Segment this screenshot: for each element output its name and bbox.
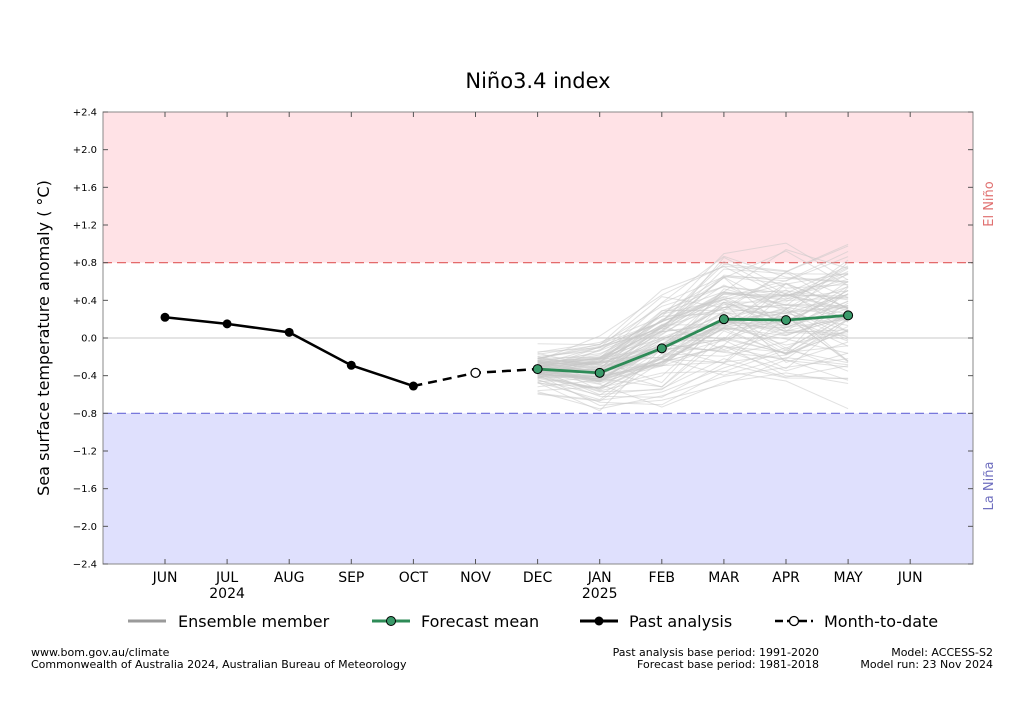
ensemble-member-line [537, 307, 849, 371]
forecast-mean-point [656, 343, 667, 354]
ensemble-member-line [537, 293, 849, 370]
y-axis-label: Sea surface temperature anomaly ( °C) [34, 180, 53, 496]
past-analysis-line [164, 316, 414, 388]
past-analysis-point [160, 312, 170, 322]
ensemble-member-line [537, 326, 849, 379]
x-tick-label: JAN [587, 570, 612, 586]
footer-copyright: Commonwealth of Australia 2024, Australi… [31, 658, 407, 671]
ensemble-member-line [537, 370, 849, 410]
y-tick-label: +1.2 [73, 221, 97, 232]
y-tick-label: 0.0 [81, 334, 97, 345]
month-to-date-point [470, 367, 481, 378]
legend-past-marker [594, 616, 604, 626]
legend-forecast-marker [386, 616, 396, 626]
x-tick-label: MAR [708, 570, 740, 586]
x-tick-label: JUL [215, 570, 238, 586]
chart-title: Niño3.4 index [465, 69, 610, 93]
y-tick-label: −2.0 [73, 522, 97, 533]
legend-mtd-label: Month-to-date [824, 612, 938, 631]
x-axis: JUN JUL AUG SEP OCT NOV DEC JAN FEB MAR APR MAY JUN 2… [152, 112, 923, 602]
x-tick-label: FEB [649, 570, 676, 586]
la-nina-label: La Niña [982, 462, 997, 511]
series-layer [160, 310, 854, 391]
legend-forecast-label: Forecast mean [421, 612, 539, 631]
legend-mtd-marker [788, 615, 800, 627]
footer-model: Model: ACCESS-S2 [891, 646, 993, 659]
x-tick-label: DEC [523, 570, 553, 586]
y-tick-label: −2.4 [73, 560, 97, 571]
ensemble-member-line [537, 306, 849, 389]
x-tick-label: OCT [399, 570, 429, 586]
ensemble-member-line [537, 293, 849, 377]
footer-forecast-base: Forecast base period: 1981-2018 [637, 658, 819, 671]
y-tick-label: −0.4 [73, 371, 97, 382]
forecast-mean-line [537, 314, 849, 375]
ensemble-member-line [537, 305, 849, 365]
y-tick-label: +1.6 [73, 183, 97, 194]
x-tick-label: SEP [338, 570, 364, 586]
ensemble-member-line [537, 358, 849, 396]
ensemble-member-line [537, 372, 849, 408]
y-tick-label: +0.4 [73, 296, 97, 307]
forecast-mean-point [843, 310, 854, 321]
past-analysis-point [346, 360, 356, 370]
legend-ensemble-label: Ensemble member [178, 612, 330, 631]
y-tick-label: +2.4 [73, 108, 97, 119]
ensemble-member-line [537, 249, 849, 362]
x-tick-label: JUN [152, 570, 178, 586]
footer: www.bom.gov.au/climate Commonwealth of A… [31, 646, 993, 671]
x-year-label: 2025 [582, 586, 618, 602]
footer-model-run: Model run: 23 Nov 2024 [860, 658, 993, 671]
footer-url: www.bom.gov.au/climate [31, 646, 170, 659]
x-tick-label: AUG [274, 570, 305, 586]
ensemble-member-line [537, 303, 849, 378]
past-analysis-point [222, 319, 232, 329]
ensemble-member-line [537, 242, 849, 353]
el-nino-band [103, 112, 973, 263]
legend: Ensemble member Forecast mean Past analy… [128, 612, 938, 631]
footer-past-base: Past analysis base period: 1991-2020 [613, 646, 819, 659]
y-tick-label: −1.6 [73, 484, 97, 495]
forecast-mean-point [532, 364, 543, 375]
la-nina-band [103, 413, 973, 564]
ensemble-layer [537, 242, 849, 412]
y-tick-label: −0.8 [73, 409, 97, 420]
y-axis: +2.4 +2.0 +1.6 +1.2 +0.8 +0.4 0.0 −0.4 −0.8 −1.2 −… [73, 108, 973, 571]
ensemble-member-line [537, 283, 849, 367]
x-tick-label: JUN [897, 570, 923, 586]
ensemble-member-line [537, 313, 849, 384]
x-tick-label: APR [772, 570, 800, 586]
ensemble-member-line [537, 302, 849, 366]
past-analysis-point [408, 381, 418, 391]
ensemble-member-line [537, 276, 849, 368]
x-year-label: 2024 [209, 586, 245, 602]
y-tick-label: −1.2 [73, 447, 97, 458]
legend-past-label: Past analysis [629, 612, 732, 631]
y-tick-label: +0.8 [73, 258, 97, 269]
ensemble-member-line [537, 317, 849, 380]
ensemble-member-line [537, 312, 849, 383]
past-analysis-point [284, 327, 294, 337]
ensemble-member-line [537, 358, 849, 410]
ensemble-member-line [537, 276, 849, 370]
ensemble-member-line [537, 263, 849, 371]
y-tick-label: +2.0 [73, 145, 97, 156]
forecast-mean-point [594, 367, 605, 378]
forecast-mean-point [781, 315, 791, 326]
el-nino-label: El Niño [982, 181, 997, 227]
bands-layer [103, 112, 973, 564]
ensemble-member-line [537, 346, 849, 402]
x-tick-label: MAY [834, 570, 864, 586]
forecast-mean-point [718, 314, 729, 325]
x-tick-label: NOV [460, 570, 491, 586]
